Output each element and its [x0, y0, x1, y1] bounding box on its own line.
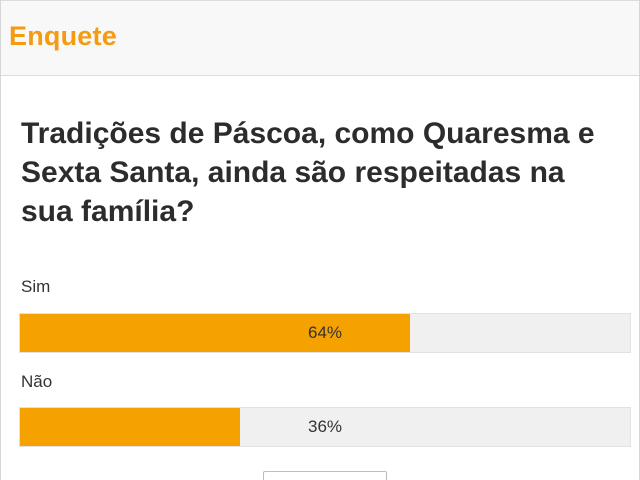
- poll-question: Tradições de Páscoa, como Quaresma e Sex…: [21, 117, 595, 228]
- result-bar-sim: 64%: [19, 313, 631, 353]
- results-button[interactable]: [263, 471, 387, 480]
- poll-header: Enquete: [1, 0, 639, 76]
- option-label-nao: Não: [21, 372, 53, 391]
- result-bar-nao: 36%: [19, 407, 631, 447]
- poll-title: Enquete: [9, 21, 117, 51]
- result-percent-nao: 36%: [307, 417, 343, 436]
- result-bar-fill-sim: [20, 314, 411, 352]
- option-label-sim: Sim: [21, 277, 51, 296]
- result-percent-sim: 64%: [307, 323, 343, 342]
- result-bar-fill-nao: [20, 408, 240, 446]
